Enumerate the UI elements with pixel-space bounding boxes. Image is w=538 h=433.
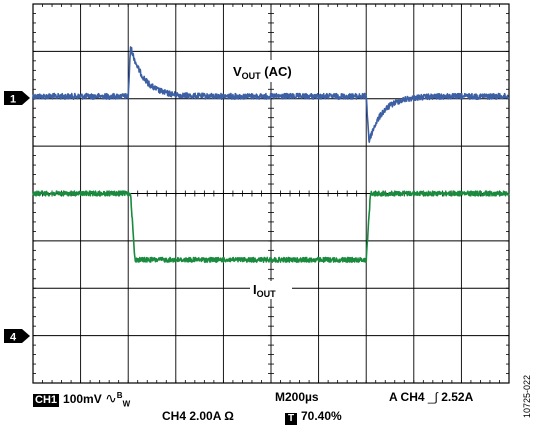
iout-trace	[32, 190, 510, 263]
vout-trace	[32, 46, 510, 143]
timebase: M200µs	[275, 390, 319, 404]
ch1-setting: 100mV	[63, 392, 102, 406]
rising-edge-icon: _∫	[427, 390, 438, 404]
ch1-badge: CH1	[33, 394, 60, 407]
vout-label-sub: OUT	[242, 71, 262, 81]
svg-text:IOUT: IOUT	[253, 282, 276, 299]
vout-trace-label: VOUT (AC)	[228, 60, 314, 82]
channel-1-marker-label: 1	[10, 94, 16, 106]
channel-1-marker: 1	[4, 91, 30, 106]
trigger-status: A CH4 _∫ 2.52A	[389, 390, 473, 404]
bw-sub: W	[122, 399, 131, 409]
bw-sup: B	[116, 391, 123, 400]
ch1-status: CH1 100mV ∿BW	[33, 390, 130, 408]
trigger-position-value: 70.40%	[301, 409, 342, 423]
iout-trace-label: IOUT	[250, 281, 292, 299]
ch4-setting: CH4 2.00A Ω	[162, 409, 234, 423]
trigger-source: A CH4	[389, 390, 425, 404]
trigger-level: 2.52A	[441, 390, 474, 404]
svg-text:VOUT (AC): VOUT (AC)	[233, 64, 292, 81]
channel-4-marker: 4	[4, 329, 30, 344]
figure-id: 10725-022	[522, 374, 532, 418]
iout-label-sub: OUT	[257, 289, 277, 299]
traces	[32, 46, 510, 263]
bandwidth-limit-icon: ∿	[105, 390, 117, 406]
channel-4-marker-label: 4	[10, 332, 17, 344]
trigger-position: T 70.40%	[285, 409, 342, 425]
trigger-position-badge: T	[285, 413, 297, 425]
iout-label-main: I	[253, 282, 257, 297]
vout-label-suffix: (AC)	[261, 64, 292, 79]
vout-label-main: V	[233, 64, 242, 79]
